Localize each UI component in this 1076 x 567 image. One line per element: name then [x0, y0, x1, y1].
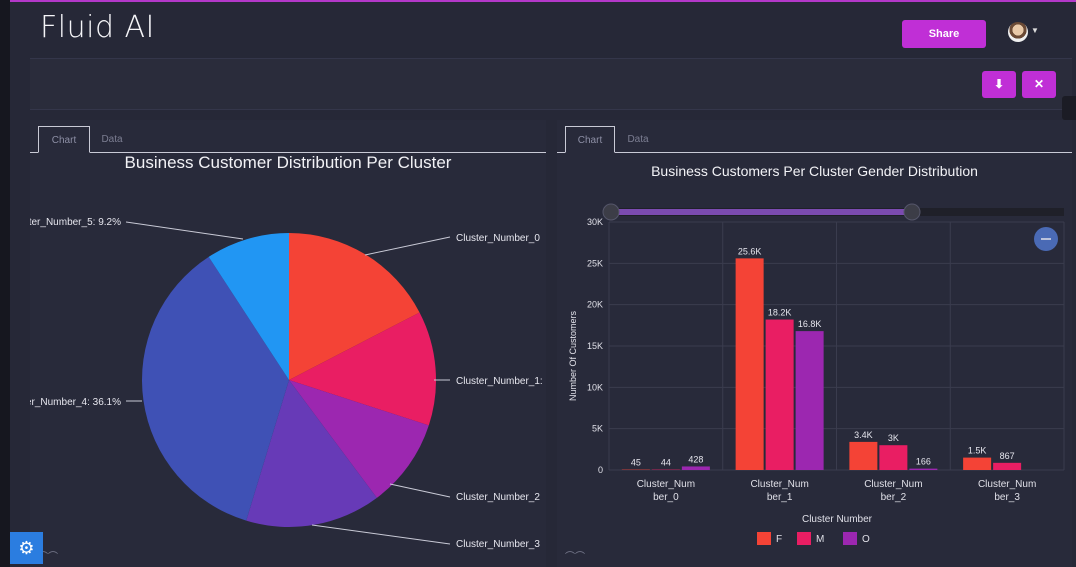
pie-slice-label: Cluster_Number_1: [456, 376, 543, 387]
bar-chart: 0 5K 10K 15K 20K 25K 30K 45 44 428 Cluster_Num ber_… [568, 203, 1065, 545]
x-tick-label: Cluster_Num [978, 479, 1036, 490]
bar-value-label: 1.5K [968, 446, 987, 456]
y-tick-label: 10K [587, 382, 603, 392]
bar-value-label: 44 [661, 458, 671, 468]
y-tick-label: 25K [587, 258, 603, 268]
pie-slice[interactable] [289, 380, 429, 498]
bar-value-label: 3K [888, 433, 899, 443]
y-tick-label: 0 [598, 465, 603, 475]
legend-swatch[interactable] [843, 532, 857, 545]
pie-leader-line [364, 236, 451, 256]
bar-value-label: 45 [631, 458, 641, 468]
close-button[interactable]: ✕ [1022, 71, 1056, 98]
y-tick-label: 15K [587, 341, 603, 351]
bar[interactable] [909, 468, 938, 470]
pie-slice[interactable] [289, 312, 436, 426]
legend-swatch[interactable] [757, 532, 771, 545]
scroll-edge-handle[interactable] [1062, 96, 1076, 120]
pie-chart-title: Business Customer Distribution Per Clust… [124, 153, 452, 172]
user-avatar[interactable] [1008, 22, 1028, 42]
pie-chart: Cluster_Number_0 Cluster_Number_1: Cluster… [30, 217, 543, 550]
pie-chart-panel: Chart Data Business Customer Distributio… [30, 120, 546, 567]
bar-value-label: 428 [688, 454, 703, 464]
download-icon: ⬇ [993, 77, 1005, 91]
close-icon: ✕ [1033, 77, 1045, 91]
legend-swatch[interactable] [797, 532, 811, 545]
pie-slice[interactable] [142, 256, 289, 521]
gear-icon: ⚙ [18, 538, 35, 558]
chart-sparkline-icon: ⌒⌒ [565, 552, 585, 563]
tab-data[interactable]: Data [627, 134, 649, 145]
pie-slice-label: Cluster_Number_3 [456, 539, 540, 550]
tab-chart[interactable]: Chart [565, 126, 615, 153]
legend-label[interactable]: M [816, 534, 824, 545]
bar[interactable] [993, 462, 1022, 470]
x-tick-label: ber_1 [767, 492, 793, 503]
bar[interactable] [681, 466, 710, 470]
zoom-slider-handle[interactable] [903, 203, 921, 221]
legend-label[interactable]: O [862, 534, 870, 545]
pie-slice-label: Cluster_Number_2 [456, 492, 540, 503]
pie-slice-label: Cluster_Number_0 [456, 233, 540, 244]
bar-value-label: 3.4K [854, 430, 873, 440]
x-tick-label: ber_0 [653, 492, 679, 503]
bar[interactable] [879, 445, 908, 470]
y-tick-label: 5K [592, 424, 603, 434]
download-button[interactable]: ⬇ [982, 71, 1016, 98]
pie-leader-line [311, 524, 451, 545]
bar[interactable] [735, 258, 764, 470]
pie-slice-label: ter_Number_4: 36.1% [30, 397, 121, 408]
x-tick-label: Cluster_Num [750, 479, 808, 490]
x-tick-label: Cluster_Num [637, 479, 695, 490]
settings-button[interactable]: ⚙ [10, 532, 43, 564]
bar-value-label: 18.2K [768, 308, 792, 318]
bar-value-label: 25.6K [738, 246, 762, 256]
x-tick-label: Cluster_Num [864, 479, 922, 490]
bar-value-label: 166 [916, 457, 931, 467]
bar[interactable] [795, 331, 824, 470]
chart-sparkline-icon: ⌒⌒ [38, 552, 58, 563]
x-tick-label: ber_3 [994, 492, 1020, 503]
x-axis-title: Cluster Number [802, 514, 873, 525]
bar[interactable] [963, 457, 992, 470]
pie-slice-label: ster_Number_5: 9.2% [30, 217, 121, 228]
bar[interactable] [849, 441, 878, 470]
pie-leader-line [389, 483, 451, 498]
pie-leader-line [125, 221, 244, 240]
bar-chart-title: Business Customers Per Cluster Gender Di… [651, 163, 978, 179]
dashboard-toolbar: ⬇ ✕ [30, 58, 1072, 110]
legend-label[interactable]: F [776, 534, 782, 545]
pie-slice[interactable] [208, 233, 289, 380]
left-edge-bar [0, 0, 10, 567]
share-button[interactable]: Share [902, 20, 986, 48]
panel-tabs: Chart Data [557, 126, 1072, 153]
tab-chart[interactable]: Chart [38, 126, 90, 153]
y-axis-title: Number Of Customers [568, 310, 578, 401]
top-header: Fluid AI Share ▼ [10, 0, 1076, 52]
y-tick-label: 20K [587, 300, 603, 310]
pie-slice[interactable] [246, 380, 377, 527]
pie-slice[interactable] [289, 233, 420, 380]
zoom-slider-handle[interactable] [602, 203, 620, 221]
bar-chart-panel: Chart Data Business Customers Per Cluste… [557, 120, 1072, 567]
x-tick-label: ber_2 [881, 492, 907, 503]
bar[interactable] [765, 319, 794, 470]
y-tick-label: 30K [587, 217, 603, 227]
chevron-down-icon[interactable]: ▼ [1031, 26, 1039, 35]
bar-value-label: 16.8K [798, 319, 822, 329]
panel-tabs: Chart Data [30, 126, 546, 153]
bar-value-label: 867 [1000, 451, 1015, 461]
tab-data[interactable]: Data [101, 134, 123, 145]
fluid-ai-logo: Fluid AI [40, 10, 155, 45]
